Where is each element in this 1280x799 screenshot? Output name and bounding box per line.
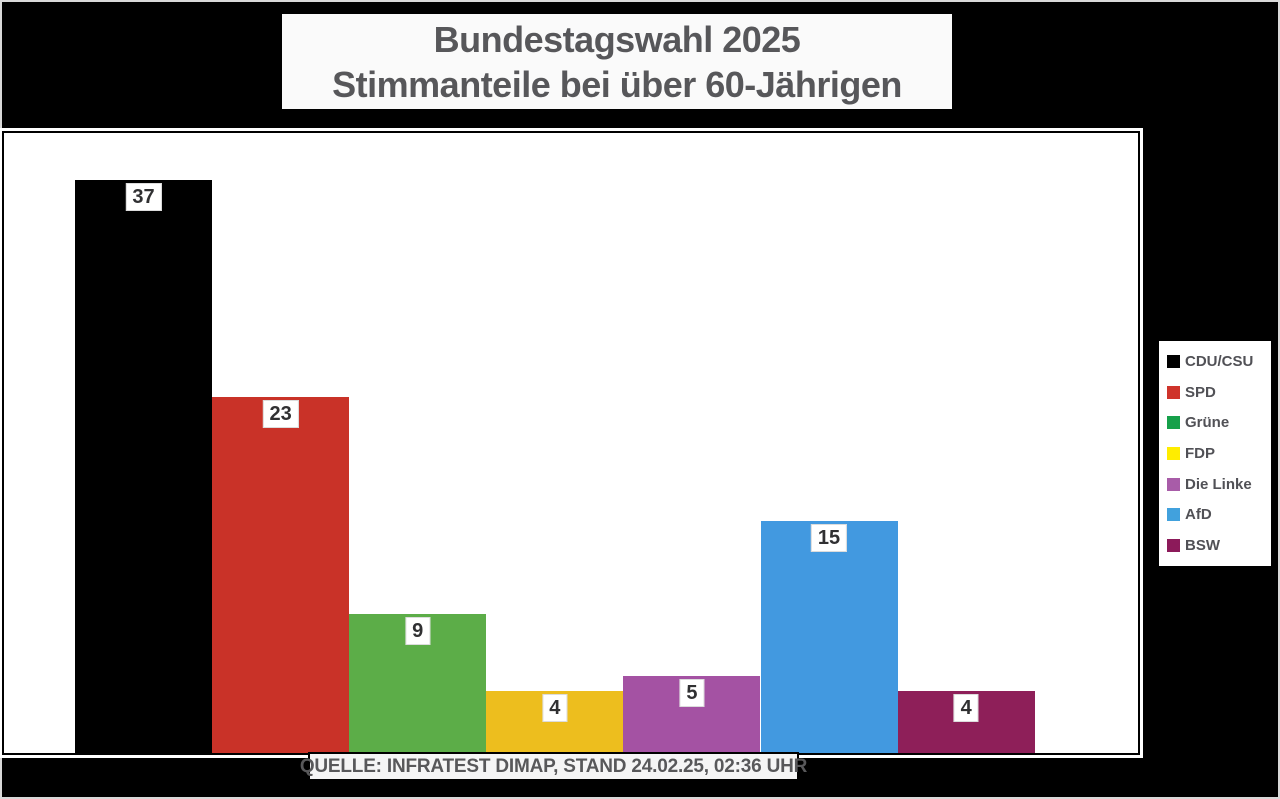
- legend-swatch-icon: [1167, 477, 1180, 491]
- legend-swatch-icon: [1167, 354, 1180, 368]
- bar-value-label: 9: [405, 616, 431, 645]
- legend-label: SPD: [1185, 383, 1216, 401]
- bar-value-label: 4: [953, 694, 979, 722]
- chart-title-line-2: Stimmanteile bei über 60-Jährigen: [332, 63, 902, 105]
- legend-item-die-linke: Die Linke: [1167, 476, 1271, 493]
- chart-title-line-1: Bundestagswahl 2025: [433, 18, 801, 60]
- bar-cdu-csu: 37: [75, 179, 213, 753]
- plot-area: 37 23 9 4 5 15 4: [2, 131, 1140, 755]
- legend: CDU/CSU SPD Grüne FDP Die Linke AfD BSW: [1157, 339, 1273, 568]
- legend-label: Die Linke: [1185, 475, 1252, 493]
- legend-label: AfD: [1185, 506, 1212, 524]
- chart-title-box: Bundestagswahl 2025 Stimmanteile bei übe…: [279, 11, 955, 112]
- legend-item-cdu-csu: CDU/CSU: [1167, 353, 1271, 370]
- bar-gr-ne: 9: [349, 613, 487, 753]
- legend-item-spd: SPD: [1167, 384, 1271, 401]
- legend-swatch-icon: [1167, 446, 1180, 460]
- legend-label: BSW: [1185, 537, 1220, 555]
- legend-item-fdp: FDP: [1167, 445, 1271, 462]
- legend-swatch-icon: [1167, 508, 1180, 522]
- bar-value-label: 4: [542, 694, 568, 722]
- legend-swatch-icon: [1167, 539, 1180, 553]
- bar-value-label: 37: [125, 182, 162, 211]
- bar-value-label: 15: [810, 523, 848, 552]
- legend-item-afd: AfD: [1167, 506, 1271, 523]
- bar-afd: 15: [760, 520, 898, 753]
- legend-label: Grüne: [1185, 414, 1230, 432]
- source-text: QUELLE: INFRATEST DIMAP, STAND 24.02.25,…: [299, 755, 808, 777]
- legend-swatch-icon: [1167, 385, 1180, 399]
- bar-value-label: 5: [679, 678, 705, 707]
- legend-swatch-icon: [1167, 416, 1180, 430]
- legend-label: FDP: [1185, 444, 1215, 462]
- source-box: QUELLE: INFRATEST DIMAP, STAND 24.02.25,…: [300, 752, 807, 781]
- legend-label: CDU/CSU: [1185, 352, 1254, 370]
- bar-bsw: 4: [897, 691, 1035, 753]
- legend-item-gr-ne: Grüne: [1167, 414, 1271, 431]
- legend-item-bsw: BSW: [1167, 537, 1271, 554]
- bar-die-linke: 5: [623, 675, 761, 753]
- bar-value-label: 23: [262, 399, 299, 428]
- bar-spd: 23: [212, 396, 350, 753]
- bar-fdp: 4: [486, 691, 624, 753]
